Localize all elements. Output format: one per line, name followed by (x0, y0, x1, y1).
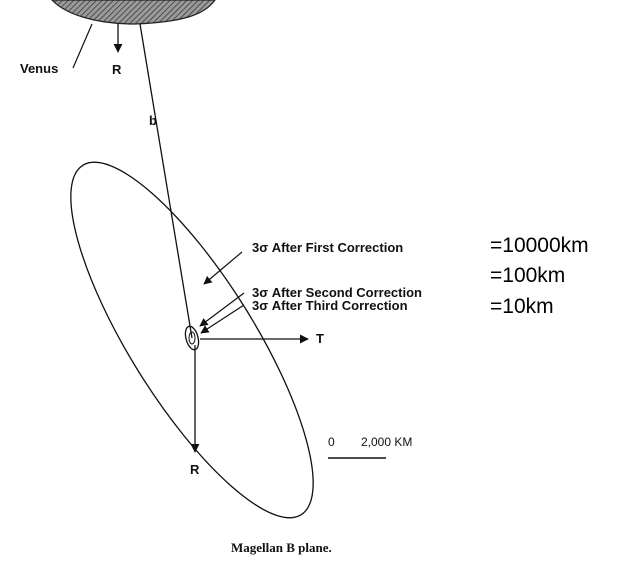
annotation-first-correction: =10000km (490, 234, 589, 257)
leader-third-correction (200, 304, 245, 334)
label-second-correction: 3σ After Second Correction (252, 285, 422, 300)
radial-axis-bottom-label: R (190, 462, 200, 477)
label-first-correction: 3σ After First Correction (252, 240, 403, 255)
impact-vector-b (139, 23, 193, 339)
figure-caption: Magellan B plane. (231, 540, 332, 555)
venus-pointer-line (72, 23, 93, 69)
impact-vector-label: b (149, 113, 157, 128)
scale-value-label: 2,000 KM (361, 435, 412, 449)
venus-disk (51, 0, 216, 25)
leader-second-correction (199, 292, 245, 327)
ellipse-first-correction (70, 161, 314, 519)
scale-zero-label: 0 (328, 435, 335, 449)
ellipse-third-correction (188, 331, 196, 345)
annotation-second-correction: =100km (490, 264, 565, 287)
label-third-correction: 3σ After Third Correction (252, 298, 408, 313)
leader-first-correction (203, 251, 243, 285)
transverse-axis-label: T (316, 331, 324, 346)
venus-label: Venus (20, 61, 58, 76)
annotation-third-correction: =10km (490, 295, 554, 318)
radial-axis-top-label: R (112, 62, 122, 77)
